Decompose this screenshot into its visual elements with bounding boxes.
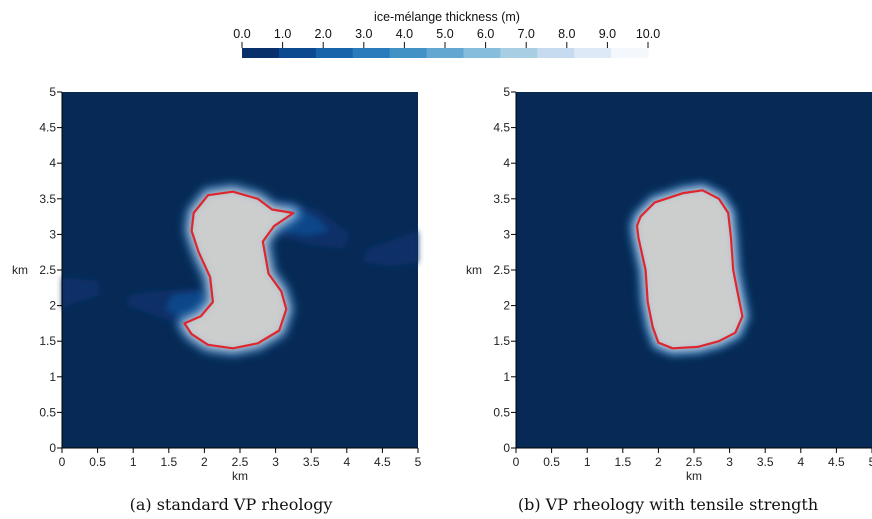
y-tick-label: 4: [503, 156, 510, 170]
y-tick-label: 4.5: [39, 121, 56, 135]
colorbar-swatch: [611, 48, 649, 58]
colorbar-swatch: [278, 48, 317, 58]
x-tick-label: 1: [584, 455, 591, 469]
colorbar-tick-label: 10.0: [636, 27, 660, 41]
colorbar-swatch: [463, 48, 501, 58]
x-tick-label: 0.5: [89, 455, 106, 469]
colorbar-swatch: [242, 48, 280, 58]
y-tick-label: 5: [503, 85, 510, 99]
colorbar-swatch: [574, 48, 612, 58]
colorbar-title: ice-mélange thickness (m): [374, 10, 520, 24]
colorbar-tick-label: 2.0: [315, 27, 332, 41]
x-tick-label: 5: [415, 455, 422, 469]
colorbar-tick-label: 6.0: [477, 27, 494, 41]
melange-region: [62, 277, 102, 310]
colorbar-swatch: [500, 48, 538, 58]
y-tick-label: 3.5: [39, 192, 56, 206]
y-tick-label: 4.5: [493, 121, 510, 135]
y-tick-label: 3.5: [493, 192, 510, 206]
x-tick-label: 2: [201, 455, 208, 469]
x-tick-label: 4: [343, 455, 350, 469]
colorbar-swatch: [315, 48, 354, 58]
caption-b: (b) VP rheology with tensile strength: [518, 495, 818, 514]
y-tick-label: 4: [49, 156, 56, 170]
y-tick-label: 3: [503, 227, 510, 241]
x-tick-label: 4: [797, 455, 804, 469]
y-tick-label: 0.5: [39, 405, 56, 419]
x-tick-label: 2.5: [686, 455, 703, 469]
plot-a-floe: [176, 183, 302, 357]
floe-outline: [183, 190, 295, 350]
floe-core-fill: [184, 191, 294, 349]
y-tick-label: 2.5: [39, 263, 56, 277]
x-tick-label: 3.5: [757, 455, 774, 469]
x-tick-label: 4.5: [374, 455, 391, 469]
x-tick-label: 1.5: [614, 455, 631, 469]
x-tick-label: 3: [272, 455, 279, 469]
colorbar-tick-label: 5.0: [436, 27, 453, 41]
x-tick-label: 1.5: [160, 455, 177, 469]
plot-b-axes: 0 0.5 1 1.5 2 2.5 3 3.5 4 4.5 5 0 0.5 1 1.5 2 2.5 3 3.5 4 4.…: [466, 85, 872, 483]
y-tick-label: 2: [49, 299, 56, 313]
x-tick-label: 5: [869, 455, 872, 469]
x-axis-label: km: [686, 469, 702, 483]
caption-a: (a) standard VP rheology: [130, 495, 333, 514]
y-tick-label: 3: [49, 227, 56, 241]
colorbar-swatches: [242, 48, 649, 58]
colorbar: ice-mélange thickness (m) 0.0 1.0 2.0 3.0 4.…: [233, 10, 660, 58]
colorbar-tick-label: 7.0: [518, 27, 535, 41]
y-tick-label: 1: [503, 370, 510, 384]
x-tick-label: 3.5: [303, 455, 320, 469]
colorbar-swatch: [389, 48, 428, 58]
y-axis-label: km: [466, 263, 482, 277]
y-tick-label: 5: [49, 85, 56, 99]
colorbar-tick-labels: 0.0 1.0 2.0 3.0 4.0 5.0 6.0 7.0 8.0 9.0 10.0: [233, 27, 660, 48]
colorbar-tick-label: 3.0: [355, 27, 372, 41]
x-tick-label: 3: [726, 455, 733, 469]
melange-region: [361, 230, 418, 267]
y-tick-label: 1: [49, 370, 56, 384]
plot-b-floe: [629, 182, 751, 357]
colorbar-tick-label: 8.0: [558, 27, 575, 41]
x-tick-label: 2: [655, 455, 662, 469]
x-tick-label: 0: [513, 455, 520, 469]
floe-outline: [635, 189, 744, 350]
colorbar-tick-label: 4.0: [396, 27, 413, 41]
y-tick-label: 2.5: [493, 263, 510, 277]
colorbar-tick-label: 9.0: [599, 27, 616, 41]
x-tick-label: 0: [59, 455, 66, 469]
y-tick-label: 0.5: [493, 405, 510, 419]
panel-a: 0 0.5 1 1.5 2 2.5 3 3.5 4 4.5 5 0 0.5 1 1.5 2 2.5 3 3.5 4 4.…: [12, 85, 422, 514]
panel-b: 0 0.5 1 1.5 2 2.5 3 3.5 4 4.5 5 0 0.5 1 1.5 2 2.5 3 3.5 4 4.…: [466, 85, 872, 514]
colorbar-tick-label: 1.0: [274, 27, 291, 41]
floe-core-fill: [637, 190, 743, 349]
y-tick-label: 0: [49, 441, 56, 455]
x-tick-label: 4.5: [828, 455, 845, 469]
x-tick-label: 1: [130, 455, 137, 469]
y-tick-label: 0: [503, 441, 510, 455]
x-tick-label: 0.5: [543, 455, 560, 469]
y-axis-label: km: [12, 263, 28, 277]
y-tick-label: 1.5: [493, 334, 510, 348]
y-tick-label: 1.5: [39, 334, 56, 348]
colorbar-tick-label: 0.0: [233, 27, 250, 41]
plot-a-axes: 0 0.5 1 1.5 2 2.5 3 3.5 4 4.5 5 0 0.5 1 1.5 2 2.5 3 3.5 4 4.…: [12, 85, 422, 483]
colorbar-swatch: [352, 48, 391, 58]
x-axis-label: km: [232, 469, 248, 483]
colorbar-swatch: [426, 48, 465, 58]
y-tick-label: 2: [503, 299, 510, 313]
colorbar-swatch: [537, 48, 575, 58]
x-tick-label: 2.5: [232, 455, 249, 469]
